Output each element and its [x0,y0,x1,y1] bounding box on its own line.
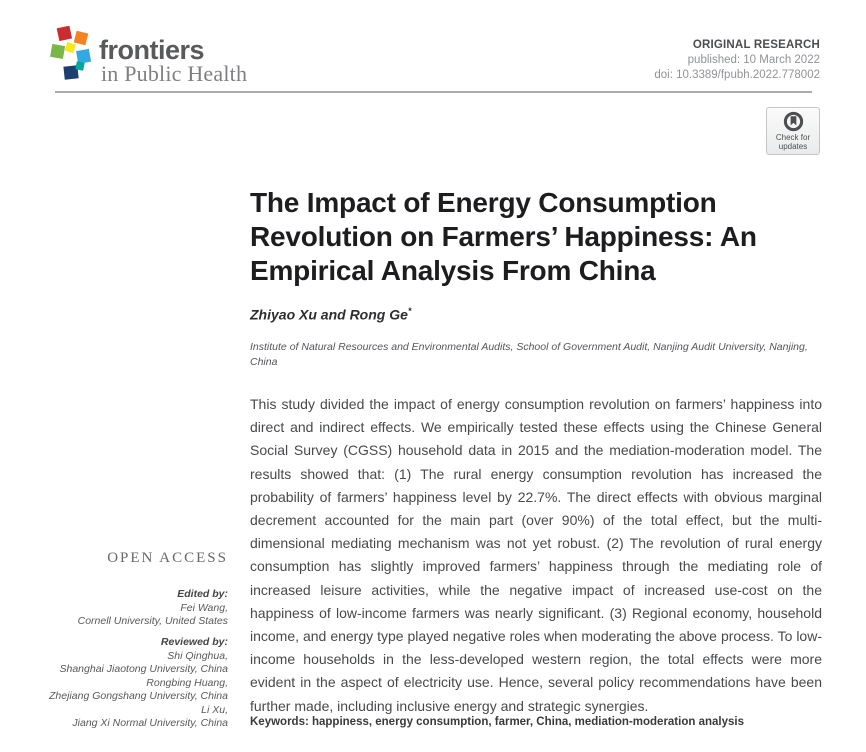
header-meta: ORIGINAL RESEARCH published: 10 March 20… [654,38,820,83]
journal-name: in Public Health [101,61,248,86]
reviewed-by-block: Reviewed by: Shi Qinghua, Shanghai Jiaot… [28,636,228,731]
edited-by-block: Edited by: Fei Wang, Cornell University,… [28,588,228,629]
affiliation: Institute of Natural Resources and Envir… [250,341,808,368]
open-access-label: OPEN ACCESS [107,550,228,566]
reviewer-affiliation: Jiang Xi Normal University, China [72,717,228,729]
check-updates-icon [783,111,803,132]
header-divider [55,91,812,93]
published-date: published: 10 March 2022 [687,54,820,66]
author-names: Zhiyao Xu and Rong Ge [250,306,408,323]
doi-text: doi: 10.3389/fpubh.2022.778002 [654,69,820,81]
keywords-line: Keywords: happiness, energy consumption,… [250,716,744,728]
reviewer-affiliation: Shanghai Jiaotong University, China [59,663,229,675]
reviewed-by-label: Reviewed by: [160,636,228,648]
check-updates-label: Check for updates [775,133,811,151]
abstract-text: This study divided the impact of energy … [250,396,822,714]
article-title: The Impact of Energy Consumption Revolut… [250,187,757,286]
edited-by-label: Edited by: [177,588,228,600]
journal-brand: frontiers [99,35,205,65]
editor-affiliation: Cornell University, United States [77,615,228,627]
check-for-updates-button[interactable]: Check for updates [766,107,820,155]
authors-line: Zhiyao Xu and Rong Ge* [250,306,411,323]
reviewer-affiliation: Zhejiang Gongshang University, China [49,690,228,702]
reviewer-name: Shi Qinghua, [167,649,228,662]
article-type-label: ORIGINAL RESEARCH [692,39,820,51]
reviewer-name: Rongbing Huang, [146,676,228,689]
frontiers-logo-icon [50,26,92,80]
editor-name: Fei Wang, [180,601,228,614]
reviewer-name: Li Xu, [201,703,228,716]
corresponding-author-mark: * [407,306,412,316]
